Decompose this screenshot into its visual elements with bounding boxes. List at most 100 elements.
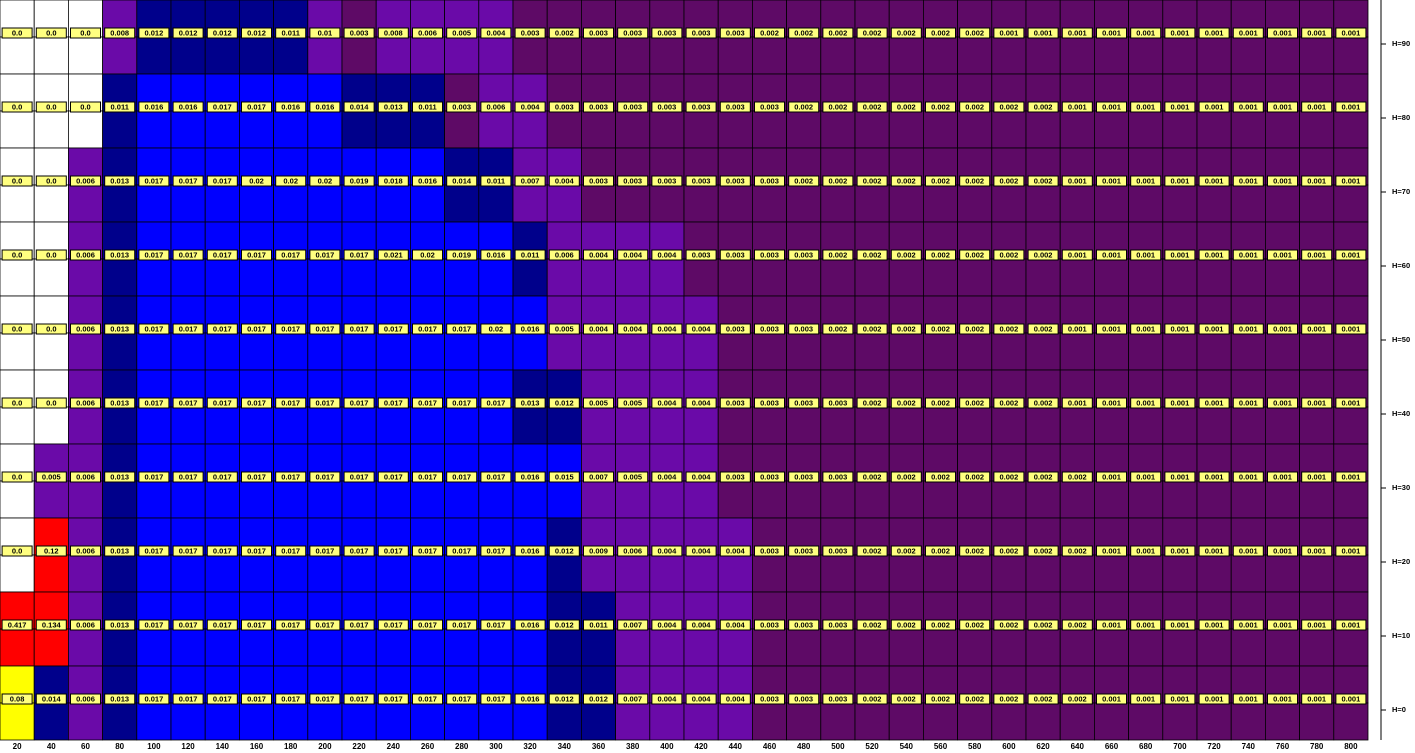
cell bbox=[1265, 480, 1301, 519]
value-label: 0.003 bbox=[760, 546, 779, 555]
x-tick-label: 160 bbox=[250, 742, 264, 751]
cell bbox=[1230, 184, 1266, 223]
value-label-box bbox=[412, 101, 443, 113]
value-label-box bbox=[1301, 693, 1333, 705]
value-label-box bbox=[993, 397, 1025, 409]
value-label: 0.002 bbox=[897, 620, 916, 629]
value-label-box bbox=[1164, 471, 1196, 483]
value-label-box bbox=[309, 27, 341, 39]
value-label: 0.005 bbox=[555, 324, 574, 333]
cell bbox=[1162, 184, 1198, 223]
value-label: 0.017 bbox=[350, 546, 369, 555]
value-label-box bbox=[1267, 27, 1298, 39]
cell bbox=[649, 480, 685, 519]
cell bbox=[1230, 110, 1266, 149]
value-label-box bbox=[1164, 101, 1196, 113]
value-label: 0.003 bbox=[760, 472, 779, 481]
value-label: 0.017 bbox=[281, 472, 300, 481]
cell bbox=[341, 184, 377, 223]
cell bbox=[512, 480, 548, 519]
value-label-box bbox=[1096, 101, 1127, 113]
value-label: 0.012 bbox=[213, 28, 232, 37]
value-label-box bbox=[1130, 545, 1162, 557]
cell bbox=[136, 554, 172, 593]
value-label-box bbox=[925, 101, 956, 113]
cell bbox=[923, 332, 959, 371]
value-label-box bbox=[583, 619, 614, 631]
value-label-box bbox=[446, 471, 478, 483]
value-label-box bbox=[1061, 397, 1093, 409]
value-label: 0.006 bbox=[555, 250, 574, 259]
x-tick-label: 380 bbox=[626, 742, 640, 751]
value-label-box bbox=[890, 397, 922, 409]
cell bbox=[820, 110, 856, 149]
value-label-box bbox=[206, 397, 238, 409]
value-label: 0.001 bbox=[1102, 694, 1121, 703]
value-label: 0.002 bbox=[965, 398, 984, 407]
cell bbox=[512, 36, 548, 75]
value-label: 0.001 bbox=[1205, 250, 1224, 259]
value-label-box bbox=[822, 545, 854, 557]
cell bbox=[444, 628, 480, 667]
cell bbox=[1162, 258, 1198, 297]
value-label: 0.017 bbox=[418, 694, 437, 703]
x-tick-label: 660 bbox=[1105, 742, 1119, 751]
cell bbox=[478, 406, 514, 445]
value-label-box bbox=[685, 471, 717, 483]
value-label: 0.002 bbox=[965, 324, 984, 333]
cell bbox=[1299, 36, 1335, 75]
value-label: 0.017 bbox=[350, 472, 369, 481]
value-label-box bbox=[617, 619, 649, 631]
cell bbox=[957, 332, 993, 371]
value-label: 0.002 bbox=[897, 324, 916, 333]
value-label-box bbox=[1335, 397, 1367, 409]
value-label-box bbox=[1130, 323, 1162, 335]
cell bbox=[615, 332, 651, 371]
value-label-box bbox=[377, 27, 409, 39]
value-label-box bbox=[856, 397, 888, 409]
value-label-box bbox=[1, 175, 33, 187]
cell bbox=[1230, 406, 1266, 445]
value-label: 0.003 bbox=[760, 250, 779, 259]
value-label: 0.017 bbox=[384, 324, 403, 333]
cell bbox=[752, 36, 788, 75]
cell bbox=[546, 702, 582, 741]
value-label-box bbox=[1232, 397, 1264, 409]
value-label-box bbox=[480, 471, 512, 483]
value-label-box bbox=[1, 693, 33, 705]
value-label: 0.017 bbox=[281, 398, 300, 407]
value-label: 0.017 bbox=[350, 250, 369, 259]
value-label-box bbox=[1232, 101, 1264, 113]
cell bbox=[409, 332, 445, 371]
value-label: 0.001 bbox=[1342, 398, 1361, 407]
value-label: 0.011 bbox=[487, 176, 505, 185]
value-label-box bbox=[514, 471, 546, 483]
value-label: 0.0 bbox=[46, 28, 56, 37]
x-tick-label: 500 bbox=[831, 742, 845, 751]
cell bbox=[273, 702, 309, 741]
cell bbox=[33, 406, 69, 445]
cell bbox=[991, 36, 1027, 75]
cell bbox=[102, 110, 138, 149]
value-label: 0.004 bbox=[726, 694, 746, 703]
cell bbox=[102, 332, 138, 371]
value-label: 0.002 bbox=[829, 324, 848, 333]
value-label-box bbox=[1335, 27, 1367, 39]
cell bbox=[888, 36, 924, 75]
value-label-box bbox=[993, 545, 1025, 557]
cell bbox=[1162, 332, 1198, 371]
value-label-box bbox=[617, 471, 649, 483]
cell bbox=[307, 702, 343, 741]
value-label-box bbox=[1267, 101, 1298, 113]
cell bbox=[307, 258, 343, 297]
value-label: 0.002 bbox=[931, 472, 950, 481]
cell bbox=[991, 184, 1027, 223]
cell bbox=[888, 258, 924, 297]
value-label-box bbox=[446, 249, 478, 261]
cell bbox=[136, 628, 172, 667]
cell bbox=[615, 554, 651, 593]
value-label-box bbox=[583, 323, 614, 335]
cell bbox=[341, 406, 377, 445]
value-label-box bbox=[206, 693, 238, 705]
